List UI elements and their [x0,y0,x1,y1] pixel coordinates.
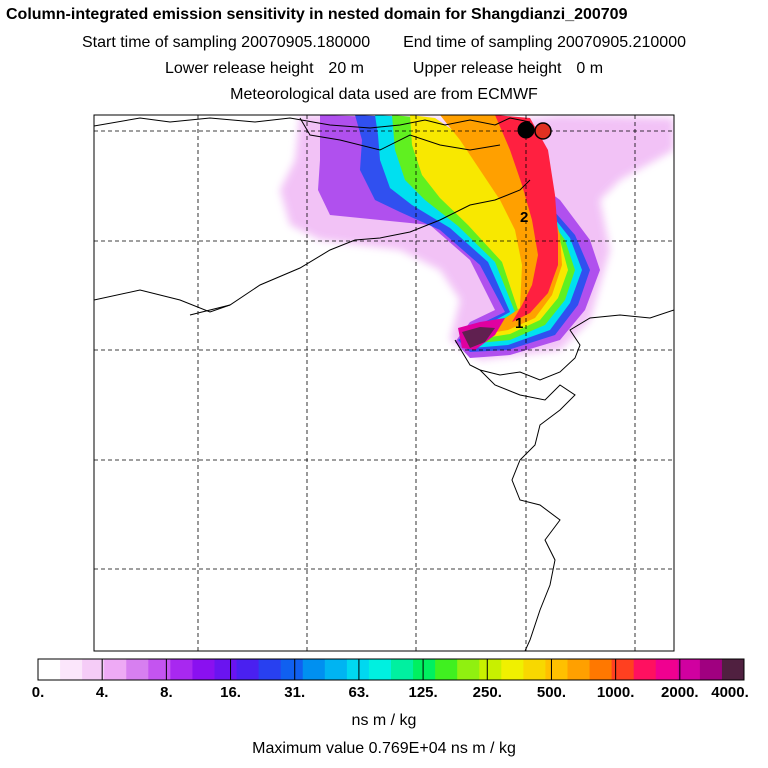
colorbar-segment [280,659,304,680]
colorbar-segment [60,659,83,680]
colorbar-segment [435,659,458,680]
coastline-gulf [94,289,231,313]
colorbar-tick-label: 125. [408,684,438,701]
colorbar-tick-label: 2000. [661,684,699,701]
trajectory-label-2: 2 [520,209,528,226]
colorbar-tick-label: 0. [31,684,45,701]
colorbar-segment [567,659,591,680]
upper-value: 0 m [576,60,604,77]
upper-label: Upper release height [412,60,562,77]
colorbar-tick-label: 8. [160,684,173,701]
maximum-value: Maximum value 0.769E+04 ns m / kg [252,740,516,757]
colorbar-segment [302,659,326,680]
release-heights: Lower release height 20 m Upper release … [0,60,768,78]
sampling-times: Start time of sampling 20070905.180000 E… [0,34,768,52]
coastlines [94,117,674,651]
colorbar-segment [611,659,635,680]
colorbar-tick-label: 4. [95,684,109,701]
start-value: 20070905.180000 [241,34,371,51]
colorbar-tick-label: 31. [284,684,306,701]
colorbar-segment [523,659,546,680]
colorbar-frame [37,658,745,681]
colorbar-segment [38,659,61,680]
grid-lines [94,115,674,651]
colorbar-segment [104,659,127,680]
colorbar-labels: 0. 4. 8. 16. 31. 63. 125. 250. 500. 1000. 2000. 400… [0,684,768,704]
trajectory-label-1: 1 [515,315,523,332]
colorbar-tick-label: 500. [536,684,567,701]
colorbar-segment [170,659,193,680]
end-value: 20070905.210000 [556,34,686,51]
colorbar-segment [699,659,723,680]
colorbar-segment [633,659,657,680]
end-label: End time of sampling [403,34,553,51]
colorbar-tick-label: 250. [472,684,502,701]
colorbar-tick-label: 4000. [711,684,749,701]
colorbar-tick-label: 16. [220,684,241,701]
colorbar [37,658,745,681]
lower-label: Lower release height [164,60,314,77]
colorbar-segment [236,659,260,680]
coastline-inland [299,117,501,151]
colorbar-segment [391,659,414,680]
colorbar-tick-label: 1000. [596,684,635,701]
colorbar-segment [457,659,480,680]
colorbar-segment [126,659,149,680]
colorbar-segment [368,659,392,680]
plume-layer [280,115,674,360]
colorbar-segment [501,659,524,680]
receptor-marker-red [534,122,552,140]
receptor-marker-black [517,121,535,139]
coastline-peninsula [479,369,576,651]
colorbar-segment [655,659,679,680]
colorbar-units: ns m / kg [351,712,417,729]
coastline-north [94,117,531,129]
colorbar-segment [148,659,171,680]
colorbar-segment [589,659,613,680]
coastline-shore [189,179,531,316]
colorbar-segment [324,659,348,680]
plume-dark [462,327,495,348]
colorbar-segment [677,659,701,680]
colorbar-segment [82,659,105,680]
figure-title: Column-integrated emission sensitivity i… [6,6,628,23]
colorbar-tick-label: 63. [348,684,370,701]
colorbar-segment [346,659,370,680]
start-label: Start time of sampling [81,34,237,51]
plume-red [495,115,558,322]
colorbar-segment [413,659,436,680]
colorbar-segment [214,659,238,680]
colorbar-segment [258,659,282,680]
map-frame [93,114,675,652]
colorbar-segment [479,659,502,680]
colorbar-segment [721,659,745,680]
lower-value: 20 m [328,60,364,77]
colorbar-segment [545,659,568,680]
coastline-bay [454,309,674,381]
met-source: Meteorological data used are from ECMWF [230,86,538,103]
colorbar-segment [192,659,215,680]
